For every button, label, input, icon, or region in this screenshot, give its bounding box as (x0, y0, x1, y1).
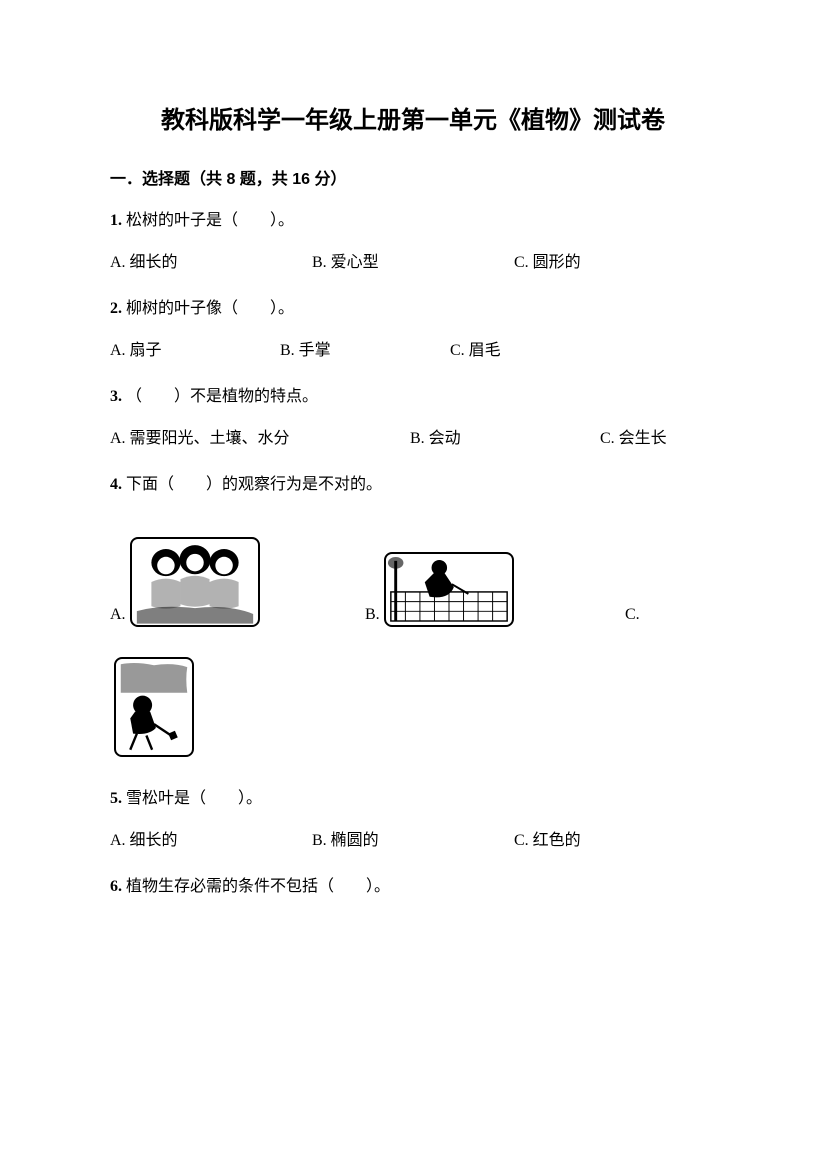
option-label-a: A. (110, 603, 126, 627)
question-stem: 下面（ ）的观察行为是不对的。 (122, 476, 382, 493)
question-text: 2. 柳树的叶子像（ ）。 (110, 297, 716, 321)
option-label-b: B. (365, 603, 380, 627)
options-row: A. 细长的 B. 椭圆的 C. 红色的 (110, 829, 716, 853)
option-a: A. 细长的 (110, 251, 312, 275)
question-number: 6. (110, 878, 122, 895)
option-a: A. 需要阳光、土壤、水分 (110, 427, 410, 451)
question-text: 6. 植物生存必需的条件不包括（ ）。 (110, 875, 716, 899)
question-number: 5. (110, 790, 122, 807)
question-3: 3. （ ）不是植物的特点。 A. 需要阳光、土壤、水分 B. 会动 C. 会生… (110, 385, 716, 451)
section-header: 一．选择题（共 8 题，共 16 分） (110, 165, 716, 189)
image-a (130, 537, 260, 627)
question-4: 4. 下面（ ）的观察行为是不对的。 A. B. (110, 473, 716, 757)
question-stem: 雪松叶是（ ）。 (122, 790, 262, 807)
page-title: 教科版科学一年级上册第一单元《植物》测试卷 (110, 100, 716, 135)
question-5: 5. 雪松叶是（ ）。 A. 细长的 B. 椭圆的 C. 红色的 (110, 787, 716, 853)
question-text: 3. （ ）不是植物的特点。 (110, 385, 716, 409)
image-b (384, 552, 514, 627)
option-c: C. 圆形的 (514, 251, 716, 275)
question-1: 1. 松树的叶子是（ ）。 A. 细长的 B. 爱心型 C. 圆形的 (110, 209, 716, 275)
question-stem: 松树的叶子是（ ）。 (122, 212, 294, 229)
option-c: C. 红色的 (514, 829, 716, 853)
image-options-row: A. B. (110, 537, 716, 627)
image-option-c-label: C. (625, 603, 640, 627)
question-6: 6. 植物生存必需的条件不包括（ ）。 (110, 875, 716, 899)
option-label-c: C. (625, 603, 640, 627)
option-a: A. 细长的 (110, 829, 312, 853)
image-option-a: A. (110, 537, 365, 627)
question-text: 5. 雪松叶是（ ）。 (110, 787, 716, 811)
option-b: B. 椭圆的 (312, 829, 514, 853)
option-b: B. 爱心型 (312, 251, 514, 275)
question-stem: 柳树的叶子像（ ）。 (122, 300, 294, 317)
options-row: A. 扇子 B. 手掌 C. 眉毛 (110, 339, 716, 363)
question-number: 2. (110, 300, 122, 317)
question-number: 1. (110, 212, 122, 229)
option-a: A. 扇子 (110, 339, 280, 363)
question-stem: 植物生存必需的条件不包括（ ）。 (122, 878, 390, 895)
image-c (114, 657, 194, 757)
question-2: 2. 柳树的叶子像（ ）。 A. 扇子 B. 手掌 C. 眉毛 (110, 297, 716, 363)
question-text: 1. 松树的叶子是（ ）。 (110, 209, 716, 233)
question-text: 4. 下面（ ）的观察行为是不对的。 (110, 473, 716, 497)
question-number: 4. (110, 476, 122, 493)
options-row: A. 细长的 B. 爱心型 C. 圆形的 (110, 251, 716, 275)
option-c: C. 会生长 (600, 427, 716, 451)
image-option-b: B. (365, 552, 625, 627)
question-number: 3. (110, 388, 122, 405)
option-b: B. 会动 (410, 427, 600, 451)
option-c: C. 眉毛 (450, 339, 716, 363)
options-row: A. 需要阳光、土壤、水分 B. 会动 C. 会生长 (110, 427, 716, 451)
question-stem: （ ）不是植物的特点。 (122, 388, 318, 405)
option-b: B. 手掌 (280, 339, 450, 363)
